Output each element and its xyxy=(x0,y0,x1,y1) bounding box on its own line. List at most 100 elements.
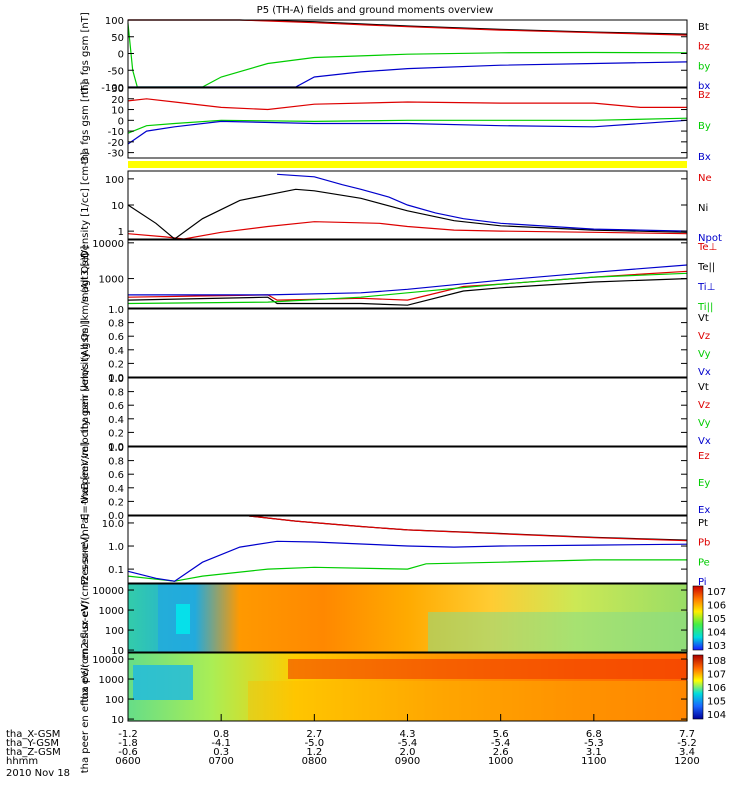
y-axis-label: tha peer en eflux eV/(cm2-s-sr-eV) xyxy=(80,601,91,774)
y-tick-label: 100 xyxy=(105,175,124,186)
y-axis-label: magt3 [eV] xyxy=(80,246,91,303)
panel-frame xyxy=(127,87,688,159)
y-tick-label: 1000 xyxy=(99,675,124,686)
legend-Ni: Ni xyxy=(698,203,708,214)
ephemeris-value: 0.3 xyxy=(213,747,229,758)
ephemeris-value: -5.3 xyxy=(584,738,604,749)
ephemeris-row-label: tha_X-GSM xyxy=(6,729,60,740)
colorbar-label: 104 xyxy=(707,710,726,721)
colorbar xyxy=(692,654,704,720)
y-tick-label: 1.0 xyxy=(108,374,124,385)
legend-Ti||: Ti|| xyxy=(697,302,713,313)
spectrogram-feature xyxy=(248,681,688,721)
y-tick-label: 10 xyxy=(111,201,124,212)
y-tick-label: 0.8 xyxy=(108,319,124,330)
y-tick-label: 0.2 xyxy=(108,428,124,439)
y-tick-label: -30 xyxy=(108,149,124,160)
legend-Pt: Pt xyxy=(698,518,708,529)
y-tick-label: 30 xyxy=(111,84,124,95)
colorbar xyxy=(692,585,704,651)
ephemeris-value: 0700 xyxy=(208,756,233,767)
legend-Vx: Vx xyxy=(698,436,711,447)
legend-Vt: Vt xyxy=(698,382,709,393)
panel-9: 107 106 105 104 103 10000 1000 100 10 tha peir en… xyxy=(80,533,726,702)
y-tick-label: -50 xyxy=(108,66,124,77)
colorbar-label: 104 xyxy=(707,628,726,639)
series-Npot xyxy=(277,173,688,232)
ephemeris-value: 0900 xyxy=(395,756,420,767)
spectrogram-feature xyxy=(133,665,193,700)
ephemeris-value: 1200 xyxy=(674,756,699,767)
y-tick-label: 10000 xyxy=(92,655,124,666)
y-tick-label: 0.4 xyxy=(108,415,124,426)
y-tick-label: 0.6 xyxy=(108,401,124,412)
panel-3: Ne Ni Npot 100 10 1 Density [1/cc] [cm-3] xyxy=(80,152,722,258)
legend-Ti⊥: Ti⊥ xyxy=(697,282,715,293)
y-axis-label: Pressure [nPa] xyxy=(80,514,91,586)
ephemeris-value: -5.2 xyxy=(677,738,697,749)
ephemeris-value: 2.6 xyxy=(493,747,509,758)
colorbar-label: 107 xyxy=(707,587,726,598)
legend-Vz: Vz xyxy=(698,331,710,342)
y-tick-label: 0.4 xyxy=(108,484,124,495)
panel-7: Ez Ey Ex 1.0 0.8 0.6 0.4 0.2 0.0 E=-VxB [mV/m] xyxy=(80,442,710,522)
y-tick-label: 20 xyxy=(111,95,124,106)
ephemeris-value: 0800 xyxy=(302,756,327,767)
ephemeris-value: -5.0 xyxy=(305,738,325,749)
y-axis-label: tha peer velocity gsm [km/s (All Qs)] xyxy=(80,320,91,504)
y-tick-label: 10 xyxy=(111,715,124,726)
series-By xyxy=(127,117,688,134)
ephemeris-value: 6.8 xyxy=(586,729,602,740)
y-tick-label: 10.0 xyxy=(102,519,124,530)
panel-frame xyxy=(127,239,688,309)
legend-Vy: Vy xyxy=(698,349,711,360)
series-Te⊥ xyxy=(127,270,688,301)
panel-frame xyxy=(127,446,688,516)
y-tick-label: 1.0 xyxy=(108,305,124,316)
legend-Bt: Bt xyxy=(698,22,709,33)
ephemeris-value: -0.6 xyxy=(118,747,138,758)
y-tick-label: 1 xyxy=(118,227,124,238)
ephemeris-value: -4.1 xyxy=(211,738,231,749)
y-tick-label: 0.0 xyxy=(108,511,124,522)
panel-frame xyxy=(127,377,688,447)
y-tick-label: 0.1 xyxy=(108,565,124,576)
y-axis-label: tha peir velocity gsm [km/s (All Qs)] xyxy=(80,253,91,434)
legend-Vz: Vz xyxy=(698,400,710,411)
y-tick-label: 0.4 xyxy=(108,346,124,357)
series-Ti⊥ xyxy=(128,264,688,296)
legend-Pi: Pi xyxy=(698,577,707,588)
legend-Bz: Bz xyxy=(698,90,710,101)
series-bz xyxy=(128,19,688,36)
date-label: 2010 Nov 18 xyxy=(6,768,70,779)
series-bx xyxy=(128,61,688,88)
y-tick-label: 100 xyxy=(105,695,124,706)
ephemeris-value: -1.8 xyxy=(118,738,138,749)
legend-Ne: Ne xyxy=(698,173,712,184)
colorbar-label: 103 xyxy=(707,641,726,652)
y-tick-label: -100 xyxy=(101,83,124,94)
legend-Pb: Pb xyxy=(698,538,710,549)
legend-bz: bz xyxy=(698,42,710,53)
colorbar-label: 105 xyxy=(707,614,726,625)
quality-flag-bar xyxy=(128,161,687,168)
ephemeris-value: -5.4 xyxy=(398,738,418,749)
ephemeris-row-label: tha_Z-GSM xyxy=(6,747,61,758)
legend-Vt: Vt xyxy=(698,313,709,324)
y-tick-label: 0.6 xyxy=(108,470,124,481)
colorbar-label: 105 xyxy=(707,697,726,708)
ephemeris-row-label: tha_Y-GSM xyxy=(6,738,59,749)
series-Pi xyxy=(127,540,688,582)
y-tick-label: -10 xyxy=(108,127,124,138)
panel-frame xyxy=(127,515,688,584)
panel-4: Te⊥ Te|| Ti⊥ Ti|| 10000 1000 magt3 [eV] xyxy=(80,239,717,313)
ephemeris-value: -5.4 xyxy=(491,738,511,749)
ephemeris-value: 2.7 xyxy=(306,729,322,740)
panel-10: 108 107 106 105 104 10000 1000 100 10 tha peer en… xyxy=(80,601,726,774)
y-tick-label: 1.0 xyxy=(108,542,124,553)
spectrogram-feature xyxy=(176,604,190,634)
legend-by: by xyxy=(698,61,710,72)
legend-Npot: Npot xyxy=(698,233,722,244)
series-Te|| xyxy=(127,278,688,306)
